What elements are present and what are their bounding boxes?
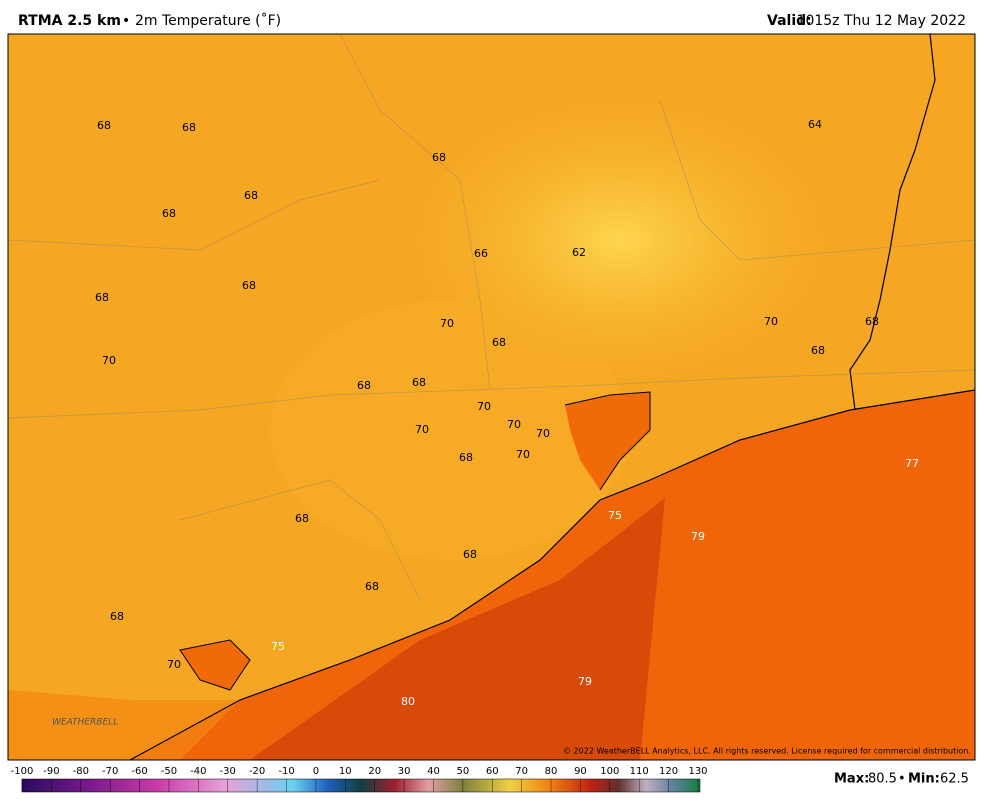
temperature-label: 79 — [691, 530, 705, 543]
min-label: Min: — [908, 772, 940, 787]
max-value: 80.5 — [868, 772, 897, 787]
colorbar-tick-label: 0 — [313, 766, 319, 777]
colorbar — [21, 778, 701, 793]
temperature-label: 68 — [110, 610, 124, 623]
temperature-label: 70 — [415, 423, 429, 436]
temperature-label: 77 — [905, 457, 919, 470]
temperature-label: 70 — [536, 427, 550, 440]
temperature-label: 68 — [492, 336, 506, 349]
colorbar-tick-label: 80 — [545, 766, 558, 777]
colorbar-tick-label: -80 — [73, 766, 89, 777]
logo: WEATHERBELL — [52, 718, 118, 728]
colorbar-tick-label: -10 — [278, 766, 294, 777]
colorbar-tick-label: 50 — [457, 766, 470, 777]
temperature-label: 68 — [244, 189, 258, 202]
colorbar-tick-label: -90 — [43, 766, 59, 777]
valid-label: Valid: — [767, 13, 812, 29]
temperature-label: 68 — [865, 315, 879, 328]
colorbar-tick-label: 10 — [339, 766, 352, 777]
temperature-label: 68 — [242, 279, 256, 292]
max-label: Max: — [834, 772, 869, 787]
copyright: © 2022 WeatherBELL Analytics, LLC. All r… — [563, 747, 971, 756]
temperature-label: 68 — [811, 344, 825, 357]
colorbar-tick-label: -20 — [249, 766, 265, 777]
colorbar-tick-label: 20 — [368, 766, 381, 777]
temperature-label: 70 — [102, 354, 116, 367]
temperature-label: 66 — [474, 247, 488, 260]
colorbar-tick-label: 110 — [630, 766, 649, 777]
field-title: 2m Temperature (˚F) — [135, 12, 281, 29]
map — [7, 33, 976, 761]
temperature-label: 68 — [432, 151, 446, 164]
temperature-label: 70 — [167, 658, 181, 671]
temperature-label: 62 — [572, 246, 586, 259]
colorbar-tick-label: 120 — [659, 766, 678, 777]
min-value: 62.5 — [940, 772, 969, 787]
temperature-label: 70 — [440, 317, 454, 330]
temperature-label: 68 — [182, 121, 196, 134]
separator: • — [898, 772, 906, 787]
temperature-label: 68 — [97, 119, 111, 132]
colorbar-tick-label: -40 — [190, 766, 206, 777]
separator: • — [122, 13, 130, 29]
colorbar-tick-label: -30 — [220, 766, 236, 777]
temperature-label: 75 — [271, 640, 285, 653]
temperature-label: 68 — [95, 291, 109, 304]
temperature-label: 64 — [808, 118, 822, 131]
temperature-label: 75 — [608, 509, 622, 522]
valid-time: 1015z Thu 12 May 2022 — [797, 13, 966, 29]
temperature-label: 70 — [477, 400, 491, 413]
temperature-label: 68 — [459, 451, 473, 464]
colorbar-tick-label: 40 — [427, 766, 440, 777]
temperature-label: 68 — [295, 512, 309, 525]
colorbar-tick-label: 130 — [688, 766, 707, 777]
temperature-label: 79 — [578, 675, 592, 688]
temperature-label: 80 — [401, 695, 415, 708]
temperature-label: 70 — [507, 418, 521, 431]
colorbar-tick-label: 30 — [398, 766, 411, 777]
colorbar-tick-label: 60 — [486, 766, 499, 777]
temperature-label: 68 — [162, 207, 176, 220]
model-title: RTMA 2.5 km — [18, 13, 121, 29]
temperature-label: 68 — [463, 548, 477, 561]
colorbar-tick-label: 90 — [574, 766, 587, 777]
colorbar-tick-label: -100 — [11, 766, 34, 777]
colorbar-tick-label: 100 — [600, 766, 619, 777]
temperature-label: 68 — [357, 379, 371, 392]
temperature-label: 70 — [764, 315, 778, 328]
temperature-label: 70 — [516, 448, 530, 461]
colorbar-tick-label: 70 — [515, 766, 528, 777]
colorbar-tick-label: -60 — [131, 766, 147, 777]
colorbar-tick-label: -50 — [161, 766, 177, 777]
temperature-label: 68 — [365, 580, 379, 593]
temperature-label: 68 — [412, 376, 426, 389]
colorbar-tick-label: -70 — [102, 766, 118, 777]
